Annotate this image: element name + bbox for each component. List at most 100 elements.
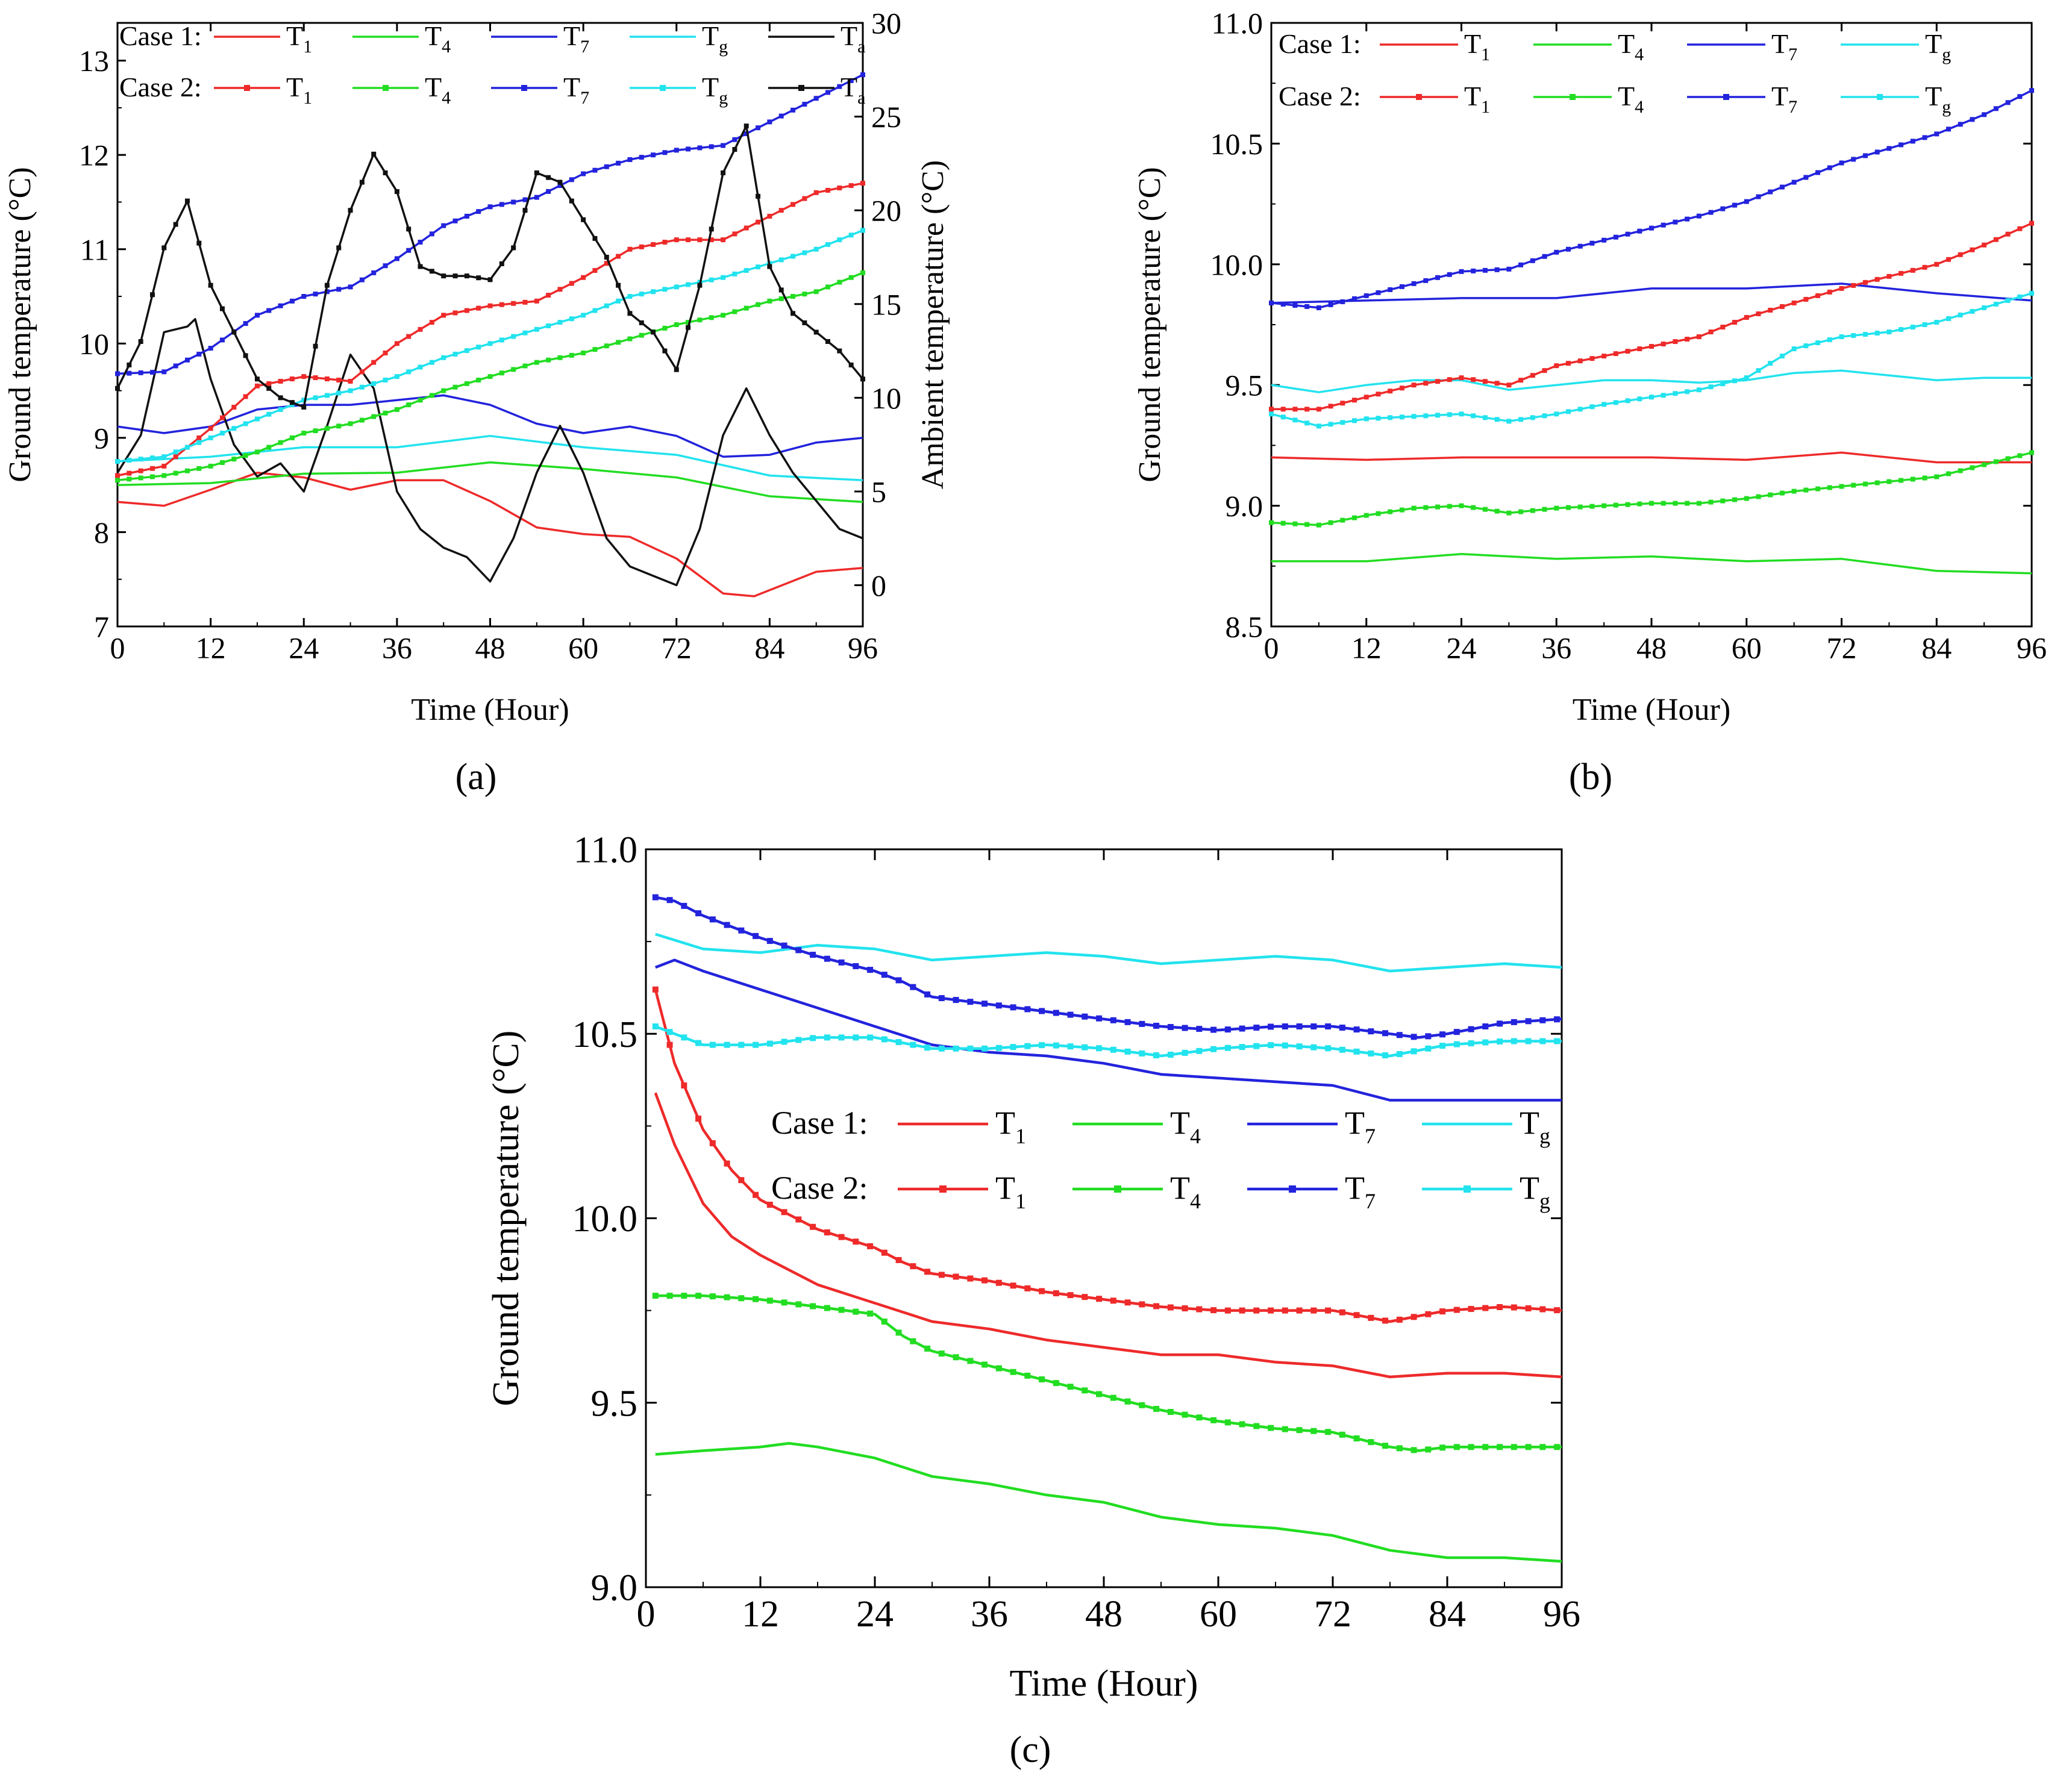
data-point [1352,515,1357,520]
y-tick-label: 9.0 [591,1568,638,1609]
data-point [1708,499,1714,505]
data-point [546,323,551,328]
x-tick-label: 60 [1200,1594,1237,1635]
data-point [1167,1024,1174,1031]
data-point [753,1191,759,1198]
data-point [127,476,132,482]
data-point [1153,1022,1160,1029]
data-point [2005,100,2011,105]
data-point [639,244,644,249]
legend-marker [1289,1185,1296,1193]
data-point [824,1305,830,1311]
data-point [791,311,796,316]
data-point [1899,270,1904,276]
data-point [766,1297,773,1304]
data-point [1096,1015,1103,1022]
data-point [1239,1421,1245,1428]
data-point [1224,1419,1231,1426]
data-point [825,187,831,193]
data-point [476,305,481,311]
data-point [1577,243,1583,249]
data-point [781,1038,787,1045]
data-point [1482,1039,1489,1046]
data-point [1803,487,1809,493]
series-line [1271,283,2032,304]
legend-label-subscript: 4 [442,37,451,57]
data-point [149,292,155,298]
data-point [383,263,388,269]
data-point [1153,1303,1160,1310]
data-point [881,1319,888,1325]
series-T1-case2 [1269,220,2034,412]
data-point [534,170,539,175]
data-point [938,1272,945,1278]
data-point [778,208,784,213]
data-point [1482,1023,1489,1029]
data-point [1435,379,1441,384]
data-point [738,1177,745,1184]
data-point [1827,485,1832,490]
data-point [1239,1025,1245,1032]
data-point [313,395,318,401]
data-point [1425,1045,1432,1052]
data-point [1182,1049,1188,1056]
data-point [853,1238,859,1245]
data-point [441,388,446,393]
data-point [1328,520,1333,525]
data-point [1851,283,1856,288]
data-point [795,1301,802,1308]
data-point [709,315,714,320]
data-point [1353,1026,1360,1033]
data-point [1282,1042,1288,1049]
data-point [639,332,644,338]
data-point [1210,1307,1217,1314]
data-point [652,986,659,993]
y-tick-label: 9.0 [1226,489,1263,523]
data-point [753,932,759,939]
legend-label: Tg [1925,28,1951,64]
data-point [1589,404,1595,410]
y-tick-label: 9.5 [1226,369,1263,402]
data-point [1196,1026,1203,1032]
data-point [1339,1025,1345,1031]
data-point [1282,1307,1288,1314]
data-point [1554,411,1559,417]
data-point [867,1034,874,1041]
data-point [1685,216,1690,222]
data-point [184,445,190,450]
data-point [1010,1004,1016,1011]
data-point [1353,1435,1360,1441]
data-point [406,369,412,375]
data-point [666,1293,673,1299]
x-tick-label: 36 [1541,631,1571,665]
data-point [1280,414,1286,420]
y-tick-label: 10.0 [1210,248,1263,281]
data-point [604,261,609,266]
data-point [127,370,132,376]
data-point [924,1345,931,1352]
data-point [1447,377,1452,382]
data-point [1899,142,1904,148]
data-point [336,423,342,429]
data-point [627,294,633,299]
data-point [1124,1299,1131,1306]
data-point [1525,1018,1532,1025]
series-T7-case1 [654,958,1562,1102]
x-tick-label: 48 [475,631,506,665]
data-point [1886,329,1892,335]
data-point [1530,373,1535,378]
y-tick-label: 10 [79,327,109,361]
data-point [1589,240,1595,246]
data-point [149,474,155,479]
data-point [1096,1391,1103,1397]
series-T7-case2 [652,894,1562,1040]
data-point [1803,296,1809,302]
data-point [487,303,493,308]
data-point [196,435,202,440]
legend-marker [939,1185,947,1193]
data-point [1661,501,1666,506]
data-point [1459,503,1464,508]
data-point [1637,228,1642,234]
data-point [254,313,260,318]
data-point [895,977,902,984]
